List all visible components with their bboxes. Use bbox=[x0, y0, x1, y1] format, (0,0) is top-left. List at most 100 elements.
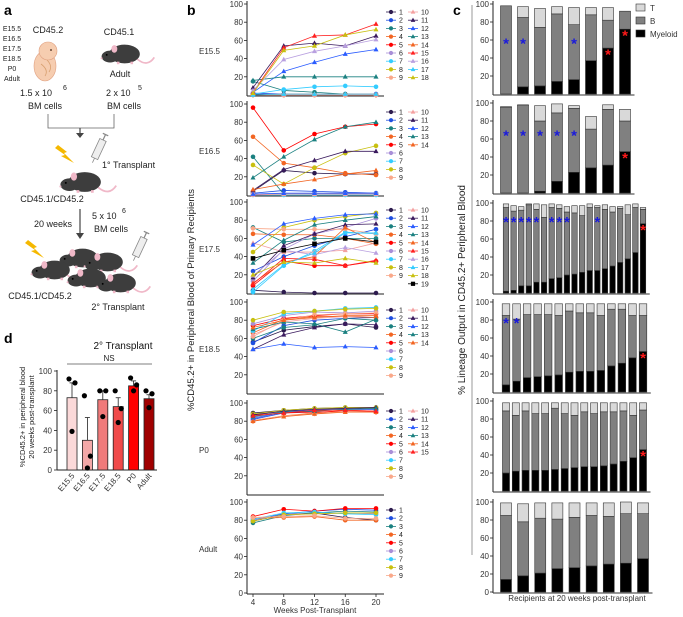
legend-item-12: 12 bbox=[408, 223, 429, 231]
bar-segment-myeloid bbox=[590, 466, 598, 492]
blue-asterisk-marker: * bbox=[554, 128, 560, 145]
legend-label: B bbox=[650, 17, 655, 26]
bar-segment-myeloid bbox=[501, 384, 511, 393]
series-5 bbox=[250, 105, 379, 153]
bar-segment-t bbox=[533, 203, 540, 210]
group-label: E15.5 bbox=[199, 47, 220, 56]
category-label: Adult bbox=[135, 471, 154, 491]
circle-marker bbox=[388, 348, 394, 354]
circle-marker bbox=[388, 67, 394, 72]
circle-marker bbox=[342, 506, 348, 511]
bar-segment-myeloid bbox=[556, 277, 563, 294]
bar-segment-t bbox=[601, 204, 608, 210]
triangle-marker bbox=[373, 46, 379, 52]
triangle-marker bbox=[373, 148, 379, 154]
stacked-bar bbox=[585, 502, 598, 593]
bar-subplot-2: 20 40 60 80 100 * * * * * * bbox=[476, 99, 635, 195]
group-label: E16.5 bbox=[199, 147, 220, 156]
circle-marker bbox=[388, 449, 394, 455]
stacked-bar bbox=[617, 303, 627, 393]
legend-label: 16 bbox=[421, 59, 429, 66]
y-tick-label: 100 bbox=[476, 0, 490, 9]
legend-item-3: 3 bbox=[386, 224, 403, 231]
stacked-bar bbox=[596, 303, 605, 393]
legend-item-5: 5 bbox=[386, 42, 403, 49]
bar-segment-b bbox=[620, 513, 632, 564]
legend-item-11: 11 bbox=[408, 215, 428, 223]
series-11 bbox=[250, 221, 379, 280]
y-tick-label: 20 bbox=[480, 271, 489, 280]
bar-segment-myeloid bbox=[554, 374, 563, 393]
circle-marker bbox=[342, 83, 348, 89]
y-tick-label: 60 bbox=[480, 36, 489, 45]
triangle-marker bbox=[342, 211, 348, 217]
circle-marker bbox=[342, 510, 348, 516]
red-asterisk-marker: * bbox=[640, 448, 646, 465]
stacked-bar bbox=[632, 203, 639, 294]
triangle-marker bbox=[373, 230, 379, 235]
circle-marker bbox=[388, 240, 394, 245]
legend-item-7: 7 bbox=[386, 59, 403, 66]
bar-segment-t bbox=[628, 303, 637, 316]
legend-label: 5 bbox=[399, 441, 403, 448]
line-subplot-e17-5: 20406080100E17.5123456789101112131415161… bbox=[199, 198, 429, 296]
stacked-bar bbox=[534, 8, 546, 95]
triangle-marker bbox=[373, 36, 379, 42]
y-tick-label: 100 bbox=[476, 498, 490, 507]
legend-label: 6 bbox=[399, 51, 403, 58]
legend-item-10: 10 bbox=[408, 9, 429, 17]
bar bbox=[112, 406, 124, 471]
circle-marker bbox=[388, 175, 394, 180]
triangle-marker bbox=[410, 264, 416, 270]
circle-marker bbox=[388, 134, 394, 139]
blue-asterisk-marker: * bbox=[503, 128, 509, 145]
circle-marker bbox=[373, 236, 379, 241]
y-tick-label: 80 bbox=[480, 217, 489, 226]
legend-item-7: 7 bbox=[386, 557, 403, 564]
triangle-marker bbox=[311, 43, 318, 48]
triangle-marker bbox=[281, 410, 287, 415]
bar-segment-myeloid bbox=[563, 274, 570, 294]
triangle-marker bbox=[342, 43, 348, 48]
circle-marker bbox=[388, 42, 394, 47]
blue-asterisk-marker: * bbox=[511, 214, 517, 231]
bar-segment-t bbox=[580, 402, 589, 413]
legend-item-10: 10 bbox=[408, 109, 429, 117]
primary-transplant-label: 1° Transplant bbox=[102, 160, 156, 170]
square-marker bbox=[410, 281, 416, 286]
legend-item-t: T bbox=[635, 3, 655, 13]
legend-item-2: 2 bbox=[386, 118, 403, 125]
legend-item-11: 11 bbox=[408, 117, 428, 125]
triangle-marker bbox=[373, 408, 379, 414]
legend-label: 6 bbox=[399, 549, 403, 556]
bar-segment-b bbox=[638, 315, 648, 352]
stage-label: E16.5 bbox=[3, 36, 21, 43]
bar-segment-t bbox=[607, 303, 616, 310]
triangle-marker bbox=[373, 221, 379, 226]
legend-label: 11 bbox=[421, 216, 428, 223]
bar-segment-myeloid bbox=[570, 467, 579, 492]
data-point bbox=[66, 376, 72, 382]
triangle-marker bbox=[410, 207, 416, 212]
bar bbox=[97, 399, 109, 471]
bar-segment-t bbox=[534, 8, 546, 28]
bar-segment-t bbox=[541, 402, 549, 414]
stage-label: E18.5 bbox=[3, 56, 21, 63]
triangle-marker bbox=[410, 340, 416, 345]
legend-item-13: 13 bbox=[408, 34, 429, 41]
triangle-marker bbox=[373, 316, 379, 322]
secondary-recipient-label: CD45.1/CD45.2 bbox=[8, 291, 72, 301]
bar-segment-b bbox=[568, 516, 581, 568]
triangle-marker bbox=[410, 433, 416, 438]
bar-segment-t bbox=[620, 501, 632, 514]
legend-label: 5 bbox=[399, 240, 403, 247]
legend-item-9: 9 bbox=[386, 474, 403, 481]
legend-item-6: 6 bbox=[386, 151, 403, 158]
triangle-marker bbox=[342, 244, 348, 250]
square-marker bbox=[312, 241, 317, 247]
series-18 bbox=[250, 255, 379, 277]
stacked-bar bbox=[531, 402, 540, 492]
legend-label: 13 bbox=[421, 34, 429, 41]
